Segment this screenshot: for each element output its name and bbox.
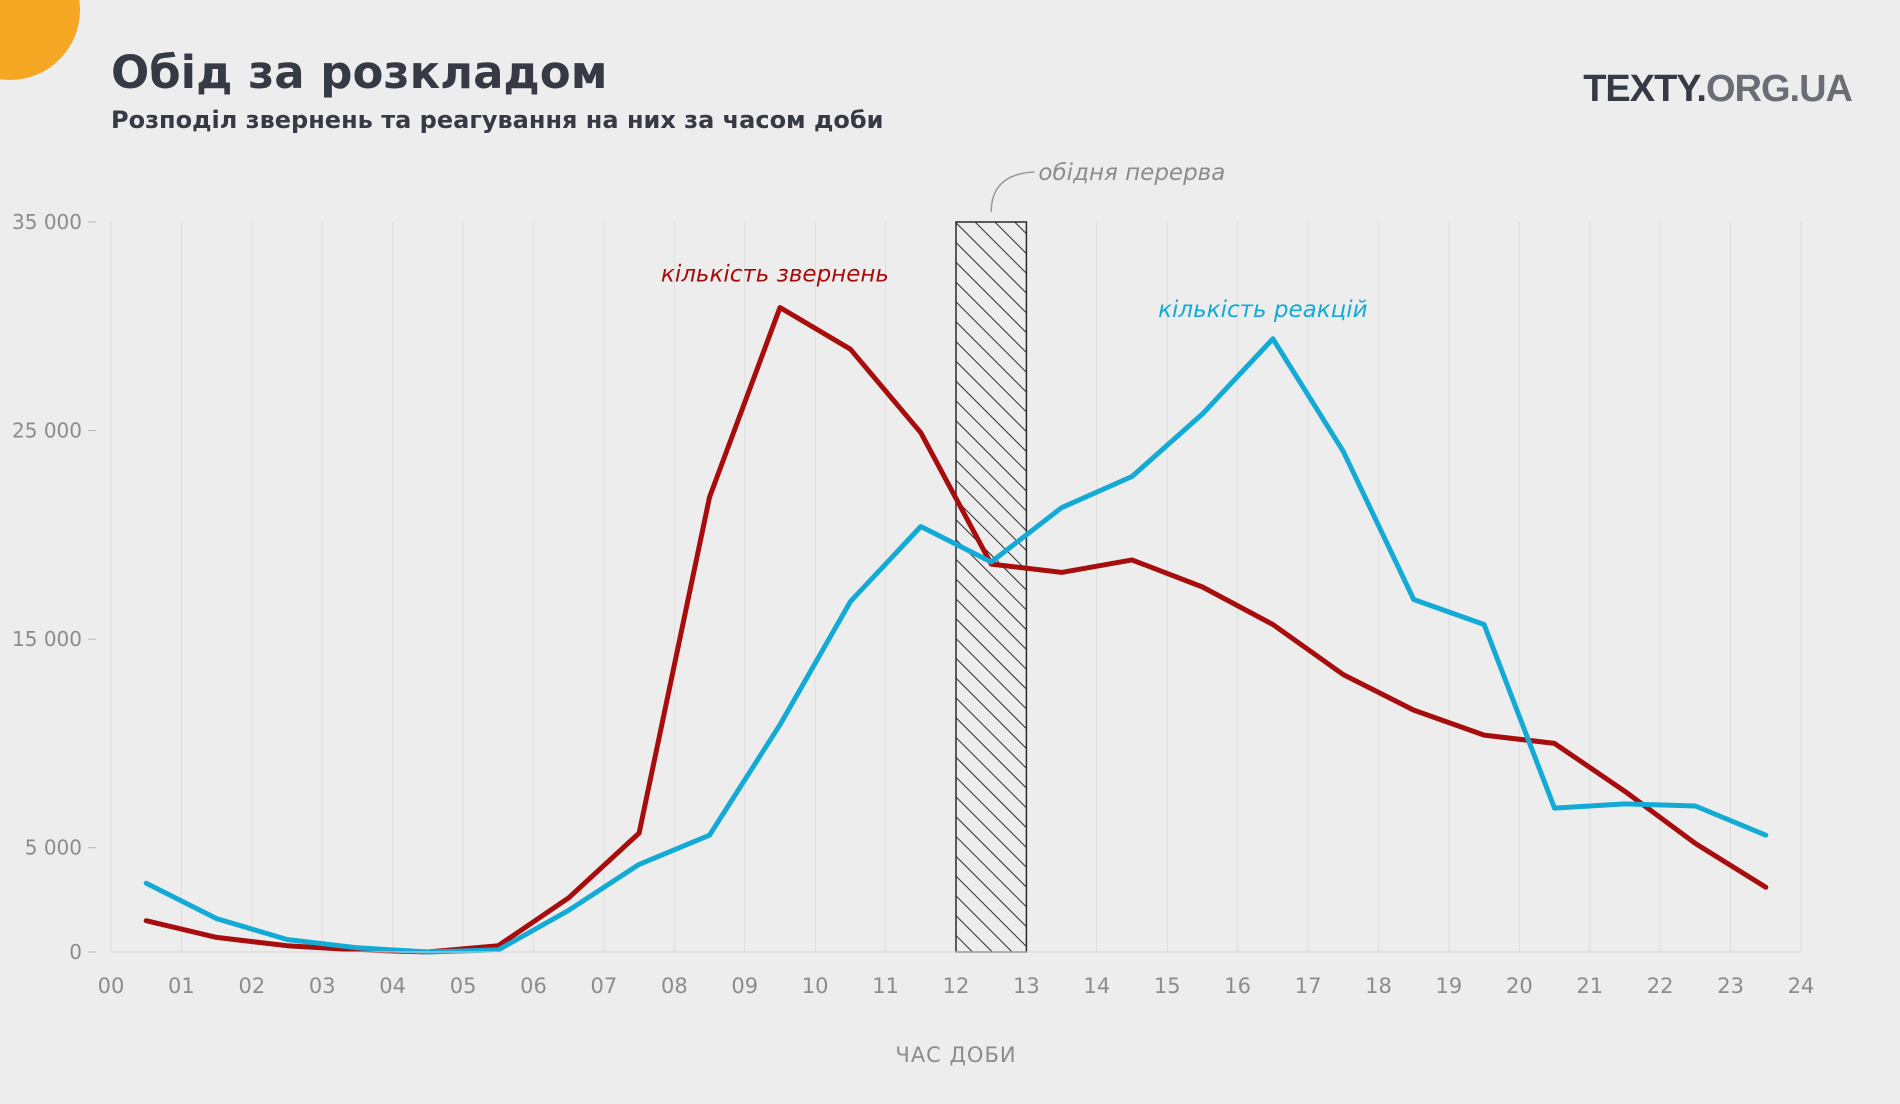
axes: 00 01 02 03 04 05 06 07 08 09 10 11 12 13 14 15 16 17 18 19…	[12, 210, 1814, 1067]
x-tick-label-20: 20	[1506, 974, 1533, 998]
x-tick-label-19: 19	[1436, 974, 1463, 998]
series-label-requests: кількість звернень	[661, 262, 889, 288]
x-tick-label-08: 08	[661, 974, 688, 998]
series-label-reactions: кількість реакцій	[1158, 297, 1368, 323]
x-tick-label-24: 24	[1788, 974, 1815, 998]
x-tick-label-17: 17	[1295, 974, 1322, 998]
x-tick-label-02: 02	[238, 974, 265, 998]
lunch-break-hatch	[955, 221, 1028, 953]
x-tick-label-13: 13	[1013, 974, 1040, 998]
x-tick-label-06: 06	[520, 974, 547, 998]
x-tick-label-21: 21	[1576, 974, 1603, 998]
brand-logo[interactable]: TEXTY.ORG.UA	[1583, 68, 1853, 111]
y-tick-label: 5 000	[25, 836, 82, 860]
chart-subtitle: Розподіл звернень та реагування на них з…	[111, 106, 884, 134]
x-tick-label-16: 16	[1224, 974, 1251, 998]
y-tick-label: 15 000	[12, 627, 82, 651]
x-tick-label-09: 09	[731, 974, 758, 998]
x-tick-label-11: 11	[872, 974, 899, 998]
y-tick-label: 25 000	[12, 419, 82, 443]
x-tick-label-04: 04	[379, 974, 406, 998]
x-tick-label-03: 03	[309, 974, 336, 998]
x-tick-label-00: 00	[98, 974, 125, 998]
x-tick-label-23: 23	[1717, 974, 1744, 998]
x-tick-label-12: 12	[943, 974, 970, 998]
x-tick-label-18: 18	[1365, 974, 1392, 998]
series-line-reactions	[143, 336, 1769, 955]
x-tick-label-05: 05	[450, 974, 477, 998]
x-tick-label-14: 14	[1083, 974, 1110, 998]
lunch-break-band: обідня перерва	[955, 160, 1225, 953]
x-tick-label-22: 22	[1647, 974, 1674, 998]
y-tick-label: 0	[69, 940, 82, 964]
brand-logo-suffix: ORG.UA	[1706, 68, 1853, 110]
lunch-break-label: обідня перерва	[1038, 160, 1225, 186]
lunch-break-leader	[990, 171, 1035, 213]
y-tick-label: 35 000	[12, 210, 82, 234]
x-tick-label-07: 07	[591, 974, 618, 998]
x-axis-title: ЧАС ДОБИ	[895, 1043, 1016, 1067]
brand-logo-main: TEXTY.	[1583, 68, 1707, 110]
labels: кількість звернень кількість реакцій	[661, 262, 1368, 323]
x-tick-label-15: 15	[1154, 974, 1181, 998]
x-tick-label-01: 01	[168, 974, 195, 998]
x-tick-label-10: 10	[802, 974, 829, 998]
chart-title: Обід за розкладом	[111, 46, 608, 99]
